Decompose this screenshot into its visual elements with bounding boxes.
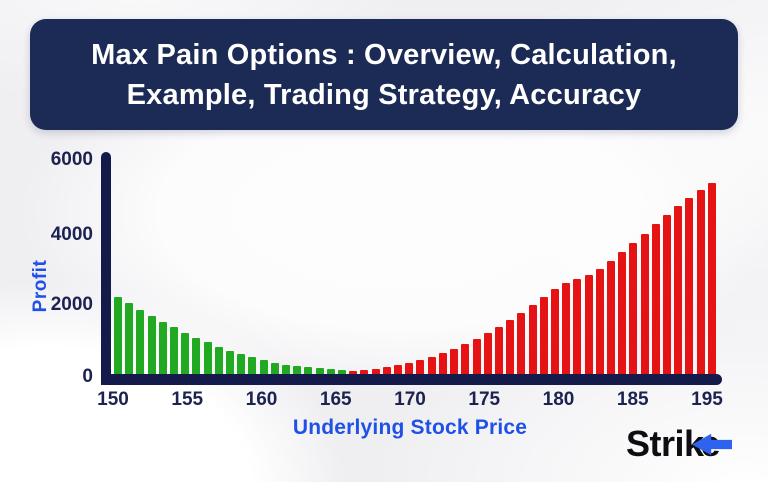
profit-bar: [539, 297, 548, 374]
left-arrow-icon: [692, 433, 732, 456]
profit-bar: [181, 332, 190, 374]
profit-bar: [304, 367, 313, 374]
profit-bar: [405, 362, 414, 374]
profit-bar: [315, 368, 324, 374]
y-tick-label: 0: [82, 366, 93, 387]
profit-bar: [147, 316, 156, 374]
profit-bar: [707, 183, 716, 374]
profit-bar: [416, 359, 425, 374]
profit-bar: [618, 252, 627, 374]
profit-bar: [326, 369, 335, 374]
profit-bar: [562, 282, 571, 374]
x-tick-label: 155: [171, 389, 204, 410]
profit-bar: [696, 190, 705, 374]
profit-bar: [629, 243, 638, 374]
x-axis-line: [101, 374, 722, 385]
profit-bar: [506, 320, 515, 374]
profit-bar: [394, 365, 403, 374]
x-tick-label: 165: [319, 389, 352, 410]
profit-bar: [438, 352, 447, 374]
profit-bar: [427, 356, 436, 374]
profit-bar: [349, 371, 358, 374]
profit-bar: [573, 278, 582, 374]
profit-bar: [293, 366, 302, 374]
profit-bar: [158, 321, 167, 374]
profit-bar: [125, 303, 134, 374]
profit-bar: [282, 364, 291, 374]
profit-bar: [584, 274, 593, 374]
logo-text-stri: Stri: [626, 423, 685, 464]
page-title-line2: Example, Trading Strategy, Accuracy: [126, 78, 642, 111]
profit-bar: [606, 261, 615, 374]
profit-bar: [494, 326, 503, 374]
y-tick-label: 6000: [50, 149, 93, 170]
page-title-line1: Max Pain Options : Overview, Calculation…: [91, 38, 677, 71]
x-tick-label: 175: [468, 389, 501, 410]
profit-bar: [203, 342, 212, 374]
profit-bar: [517, 312, 526, 374]
profit-bar: [226, 350, 235, 374]
profit-bar: [270, 362, 279, 374]
profit-bar: [685, 198, 694, 374]
profit-bar: [237, 354, 246, 374]
profit-bar: [472, 338, 481, 374]
x-tick-label: 185: [616, 389, 649, 410]
profit-bar: [640, 233, 649, 374]
profit-bar: [550, 289, 559, 374]
strike-logo: Strike: [626, 422, 756, 466]
x-tick-label: 150: [97, 389, 129, 410]
profit-bar: [662, 214, 671, 374]
profit-bar: [483, 333, 492, 374]
x-tick-label: 195: [691, 389, 723, 410]
profit-bar: [248, 357, 257, 374]
profit-bar: [338, 370, 347, 374]
x-tick-label: 180: [542, 389, 575, 410]
profit-bar: [371, 368, 380, 374]
bar-series: [114, 174, 716, 374]
profit-bar: [259, 360, 268, 374]
profit-bar: [192, 337, 201, 374]
profit-bar: [214, 346, 223, 374]
x-tick-label: 160: [245, 389, 278, 410]
profit-bar: [450, 348, 459, 374]
x-axis-title: Underlying Stock Price: [292, 416, 528, 439]
profit-bar: [461, 344, 470, 374]
profit-bar: [595, 268, 604, 374]
profit-bar: [170, 327, 179, 374]
x-tick-label: 170: [394, 389, 426, 410]
profit-bar: [114, 296, 122, 374]
profit-bar: [360, 370, 369, 374]
y-tick-label: 4000: [50, 224, 93, 245]
y-tick-label: 2000: [50, 294, 93, 315]
profit-bar: [674, 206, 683, 374]
title-banner: Max Pain Options : Overview, Calculation…: [30, 19, 738, 130]
profit-bar: [528, 305, 537, 374]
profit-bar: [136, 309, 145, 374]
profit-bar: [651, 224, 660, 374]
y-axis-line: [101, 152, 111, 385]
profit-bar: [382, 367, 391, 374]
